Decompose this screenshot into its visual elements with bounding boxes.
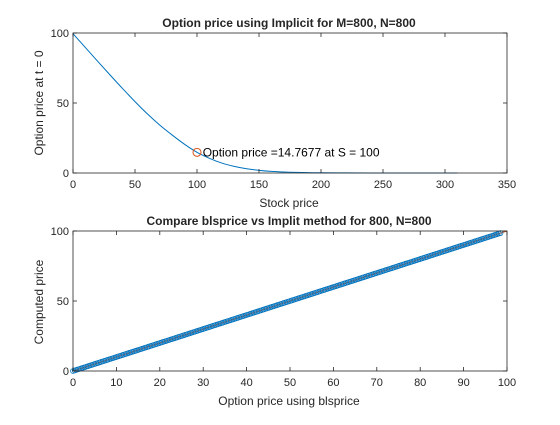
top-x-tick-label: 150 [250,179,268,191]
top-y-axis-label: Option price at t = 0 [32,50,46,155]
bottom-y-tick-label: 100 [51,226,69,238]
bottom-axes: Compare blsprice vs Implit method for 80… [32,214,516,408]
price-marker [192,147,202,157]
top-chart-title: Option price using Implicit for M=800, N… [162,16,416,30]
bottom-x-tick-label: 10 [110,377,122,389]
top-x-tick-label: 200 [312,179,330,191]
bottom-x-tick-label: 0 [70,377,76,389]
reference-line [72,230,508,372]
bottom-x-tick-label: 20 [154,377,166,389]
top-x-tick-label: 50 [129,179,141,191]
top-axis-ticks: 0 50 100 150 200 250 300 350 0 50 100 [51,28,517,191]
top-x-tick-label: 0 [70,179,76,191]
bottom-x-tick-label: 100 [498,377,516,389]
top-y-tick-label: 0 [63,168,69,180]
bottom-x-tick-label: 40 [240,377,252,389]
bottom-x-tick-label: 60 [327,377,339,389]
bottom-chart-title: Compare blsprice vs Implit method for 80… [146,214,431,228]
top-x-tick-label: 350 [498,179,516,191]
bottom-y-axis-label: Computed price [32,259,46,344]
top-x-tick-label: 100 [188,179,206,191]
top-y-tick-label: 50 [57,98,69,110]
top-x-axis-label: Stock price [259,196,319,210]
top-x-tick-label: 250 [374,179,392,191]
top-x-tick-label: 300 [436,179,454,191]
bottom-x-tick-label: 90 [457,377,469,389]
bottom-y-tick-label: 0 [63,366,69,378]
bottom-x-tick-label: 80 [414,377,426,389]
bottom-axis-ticks: 0 10 20 30 40 50 60 70 80 90 100 0 50 100 [51,226,517,389]
bottom-x-tick-label: 30 [197,377,209,389]
top-y-tick-label: 100 [51,28,69,40]
top-axes: Option price using Implicit for M=800, N… [32,16,516,210]
bottom-x-tick-label: 70 [371,377,383,389]
bottom-plot-area [70,230,508,374]
bottom-x-tick-label: 50 [284,377,296,389]
bottom-y-tick-label: 50 [57,296,69,308]
price-annotation: Option price =14.7677 at S = 100 [203,145,380,159]
bottom-x-axis-label: Option price using blsprice [218,394,360,408]
